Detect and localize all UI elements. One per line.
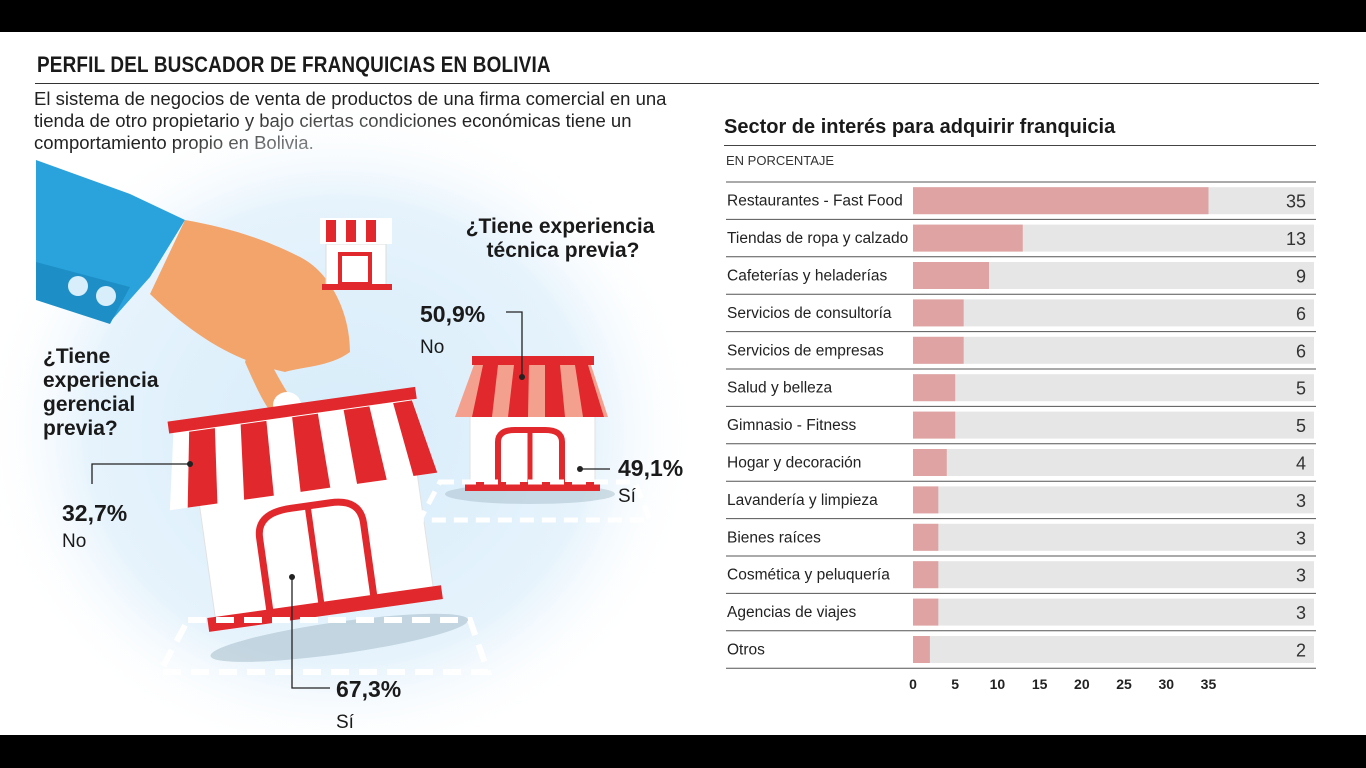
chart-subtitle: EN PORCENTAJE xyxy=(726,153,835,168)
managerial-yes-leader xyxy=(291,577,330,689)
bar-track xyxy=(913,523,1314,551)
x-tick-label: 0 xyxy=(909,676,917,692)
storefront-illustration: ¿Tiene experiencia gerencial previa? 32,… xyxy=(0,102,700,735)
category-label: Servicios de empresas xyxy=(727,342,884,359)
value-label: 3 xyxy=(1296,603,1306,623)
bar-track xyxy=(913,299,1314,327)
category-label: Hogar y decoración xyxy=(727,455,861,472)
page-title: PERFIL DEL BUSCADOR DE FRANQUICIAS EN BO… xyxy=(37,52,551,77)
bar xyxy=(913,486,939,514)
bar xyxy=(913,598,939,626)
bar xyxy=(913,561,939,589)
category-label: Lavandería y limpieza xyxy=(727,492,878,509)
bar xyxy=(913,224,1023,252)
category-label: Otros xyxy=(727,642,765,659)
value-label: 6 xyxy=(1296,341,1306,361)
value-label: 3 xyxy=(1296,566,1306,586)
value-label: 3 xyxy=(1296,491,1306,511)
chart-title-divider xyxy=(724,145,1316,146)
technical-yes-percent: 49,1% xyxy=(618,455,683,481)
managerial-no-percent: 32,7% xyxy=(62,500,127,526)
sleeve-icon xyxy=(36,160,185,324)
technical-no-label: No xyxy=(420,337,444,358)
value-label: 13 xyxy=(1286,229,1306,249)
infographic: PERFIL DEL BUSCADOR DE FRANQUICIAS EN BO… xyxy=(0,32,1366,735)
x-tick-label: 15 xyxy=(1032,676,1048,692)
value-label: 3 xyxy=(1296,528,1306,548)
title-divider xyxy=(35,83,1319,84)
technical-no-percent: 50,9% xyxy=(420,301,485,327)
value-label: 5 xyxy=(1296,416,1306,436)
bar-track xyxy=(913,449,1314,476)
medium-store-icon xyxy=(445,356,615,504)
bar xyxy=(913,336,964,364)
x-tick-label: 30 xyxy=(1158,676,1174,692)
category-label: Bienes raíces xyxy=(727,529,821,546)
value-label: 6 xyxy=(1296,304,1306,324)
x-tick-label: 25 xyxy=(1116,676,1132,692)
technical-no-leader xyxy=(506,311,523,377)
managerial-no-leader xyxy=(91,463,190,484)
bar-track xyxy=(913,374,1314,402)
bar xyxy=(913,449,947,476)
big-store-base xyxy=(154,617,493,675)
category-label: Cosmética y peluquería xyxy=(727,567,890,584)
category-label: Servicios de consultoría xyxy=(727,305,892,322)
bar xyxy=(913,262,989,289)
x-tick-label: 5 xyxy=(951,676,959,692)
category-label: Agencias de viajes xyxy=(727,604,856,621)
category-label: Tiendas de ropa y calzado xyxy=(727,230,908,247)
value-label: 4 xyxy=(1296,454,1306,474)
value-label: 2 xyxy=(1296,641,1306,661)
bar-track xyxy=(913,636,1314,663)
bar xyxy=(913,636,930,663)
big-store-icon xyxy=(167,386,469,662)
value-label: 35 xyxy=(1286,192,1306,212)
value-label: 9 xyxy=(1296,267,1306,287)
bar xyxy=(913,374,956,402)
bar xyxy=(913,187,1209,215)
category-label: Restaurantes - Fast Food xyxy=(727,193,903,210)
bar-track xyxy=(913,561,1314,589)
managerial-question: ¿Tiene experiencia gerencial previa? xyxy=(43,345,164,440)
bar xyxy=(913,411,956,439)
bar xyxy=(913,299,964,327)
managerial-yes-label: Sí xyxy=(336,712,355,733)
bar-track xyxy=(913,336,1314,364)
bar-track xyxy=(913,598,1314,626)
bar-track xyxy=(913,486,1314,514)
technical-question: ¿Tiene experiencia técnica previa? xyxy=(466,215,661,262)
category-label: Cafeterías y heladerías xyxy=(727,268,888,285)
bar-track xyxy=(913,411,1314,439)
category-label: Gimnasio - Fitness xyxy=(727,417,856,434)
bar xyxy=(913,523,939,551)
x-tick-label: 35 xyxy=(1201,676,1217,692)
value-label: 5 xyxy=(1296,379,1306,399)
technical-yes-label: Sí xyxy=(618,486,637,507)
managerial-no-label: No xyxy=(62,531,86,552)
x-tick-label: 20 xyxy=(1074,676,1090,692)
managerial-yes-percent: 67,3% xyxy=(336,676,401,702)
chart-title: Sector de interés para adquirir franquic… xyxy=(724,116,1116,138)
x-tick-label: 10 xyxy=(990,676,1006,692)
category-label: Salud y belleza xyxy=(727,380,833,397)
small-store-icon xyxy=(320,218,392,290)
